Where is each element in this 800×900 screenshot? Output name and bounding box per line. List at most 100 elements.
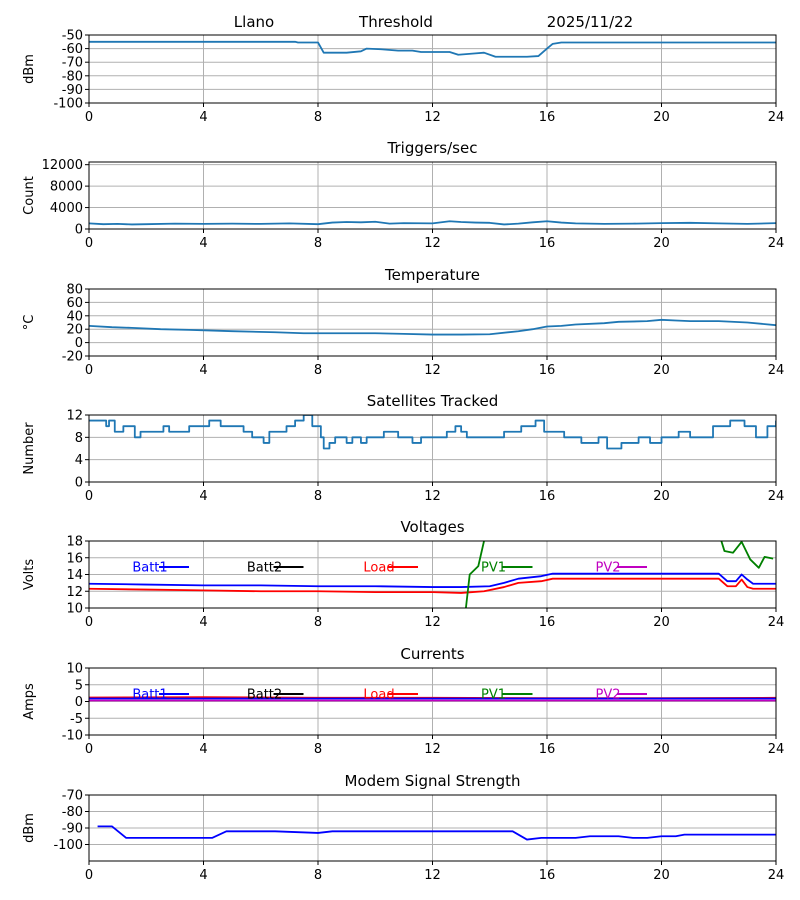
x-tick-label: 4 <box>199 363 207 378</box>
y-tick-label: -90 <box>62 822 83 837</box>
chart-title: Modem Signal Strength <box>345 772 521 790</box>
x-tick-label: 0 <box>85 110 93 125</box>
x-tick-label: 16 <box>539 615 556 630</box>
y-tick-label: 0 <box>75 476 83 491</box>
y-tick-label: 4000 <box>50 201 83 216</box>
y-axis-label: Number <box>22 422 37 475</box>
y-tick-label: 10 <box>66 602 83 617</box>
chart-title: Satellites Tracked <box>367 392 498 410</box>
y-tick-label: 0 <box>75 336 83 351</box>
y-tick-label: -70 <box>62 789 83 804</box>
y-axis-label: °C <box>22 315 37 331</box>
x-tick-label: 16 <box>539 236 556 251</box>
x-tick-label: 0 <box>85 489 93 504</box>
legend-label-load: Load <box>363 688 394 703</box>
y-tick-label: -80 <box>62 69 83 84</box>
series-line-1 <box>89 220 776 226</box>
x-tick-label: 24 <box>768 742 785 757</box>
series-line-load <box>89 577 776 594</box>
y-tick-label: -20 <box>62 350 83 365</box>
y-axis-label: Volts <box>22 559 37 591</box>
y-tick-label: 12000 <box>42 158 83 173</box>
y-tick-label: 5 <box>75 678 83 693</box>
y-tick-label: -80 <box>62 805 83 820</box>
series-line-1 <box>97 825 776 841</box>
y-axis-label: dBm <box>22 813 37 843</box>
legend-label-batt1: Batt1 <box>132 688 167 703</box>
series-line-1 <box>89 40 776 58</box>
legend-label-batt1: Batt1 <box>132 561 167 576</box>
chart-title: Voltages <box>400 518 464 536</box>
x-tick-label: 16 <box>539 363 556 378</box>
y-tick-label: -70 <box>62 56 83 71</box>
series-line-batt1 <box>89 572 776 588</box>
legend-label-batt2: Batt2 <box>247 561 282 576</box>
x-tick-label: 0 <box>85 742 93 757</box>
legend-label-batt2: Batt2 <box>247 688 282 703</box>
series-line-1 <box>89 318 776 336</box>
y-tick-label: 0 <box>75 695 83 710</box>
x-tick-label: 16 <box>539 110 556 125</box>
x-tick-label: 4 <box>199 110 207 125</box>
y-tick-label: -100 <box>53 838 83 853</box>
y-tick-label: 80 <box>66 283 83 298</box>
y-axis-label: dBm <box>22 54 37 84</box>
y-tick-label: 14 <box>66 568 83 583</box>
y-tick-label: 20 <box>66 323 83 338</box>
y-tick-label: 8 <box>75 431 83 446</box>
x-tick-label: 12 <box>424 489 441 504</box>
x-tick-label: 20 <box>653 110 670 125</box>
legend-label-pv2: PV2 <box>595 688 620 703</box>
y-tick-label: 40 <box>66 309 83 324</box>
chart-title: Triggers/sec <box>387 139 478 157</box>
y-tick-label: -50 <box>62 29 83 44</box>
x-tick-label: 16 <box>539 489 556 504</box>
x-tick-label: 4 <box>199 868 207 883</box>
chart-1: 0 4 8 12 16 20 24 -50-60-70-80-90-100 dBm <box>22 29 784 126</box>
x-tick-label: 20 <box>653 868 670 883</box>
x-tick-label: 12 <box>424 615 441 630</box>
x-tick-label: 0 <box>85 615 93 630</box>
x-tick-label: 12 <box>424 363 441 378</box>
x-tick-label: 16 <box>539 742 556 757</box>
x-tick-label: 24 <box>768 236 785 251</box>
y-tick-label: 18 <box>66 535 83 550</box>
y-tick-label: -90 <box>62 83 83 98</box>
x-tick-label: 0 <box>85 236 93 251</box>
chart-title: Currents <box>400 645 464 663</box>
y-tick-label: 60 <box>66 296 83 311</box>
x-tick-label: 24 <box>768 110 785 125</box>
x-tick-label: 12 <box>424 236 441 251</box>
x-tick-label: 20 <box>653 742 670 757</box>
header-mode: Threshold <box>358 13 433 31</box>
y-tick-label: 16 <box>66 551 83 566</box>
x-tick-label: 24 <box>768 489 785 504</box>
chart-7: 0 4 8 12 16 20 24 -70-80 -90-100 Modem Signal Str… <box>22 772 784 883</box>
y-tick-label: 4 <box>75 453 83 468</box>
x-tick-label: 8 <box>314 868 322 883</box>
y-tick-label: -60 <box>62 42 83 57</box>
y-axis-label: Amps <box>22 683 37 720</box>
legend-label-pv1: PV1 <box>481 688 506 703</box>
x-tick-label: 4 <box>199 236 207 251</box>
x-tick-label: 8 <box>314 489 322 504</box>
chart-title: Temperature <box>384 266 480 284</box>
x-tick-label: 12 <box>424 110 441 125</box>
y-tick-label: 8000 <box>50 180 83 195</box>
series-line-1 <box>89 415 776 450</box>
y-tick-label: -10 <box>62 729 83 744</box>
x-tick-label: 20 <box>653 236 670 251</box>
y-tick-label: 0 <box>75 223 83 238</box>
chart-2: 0 4 8 12 16 20 24 0 4000 8000 12000 Triggers/sec Cou… <box>22 139 784 251</box>
header-station: Llano <box>234 13 274 31</box>
x-tick-label: 12 <box>424 742 441 757</box>
x-tick-label: 16 <box>539 868 556 883</box>
x-tick-label: 4 <box>199 489 207 504</box>
x-tick-label: 12 <box>424 868 441 883</box>
x-tick-label: 0 <box>85 363 93 378</box>
y-tick-label: 12 <box>66 409 83 424</box>
